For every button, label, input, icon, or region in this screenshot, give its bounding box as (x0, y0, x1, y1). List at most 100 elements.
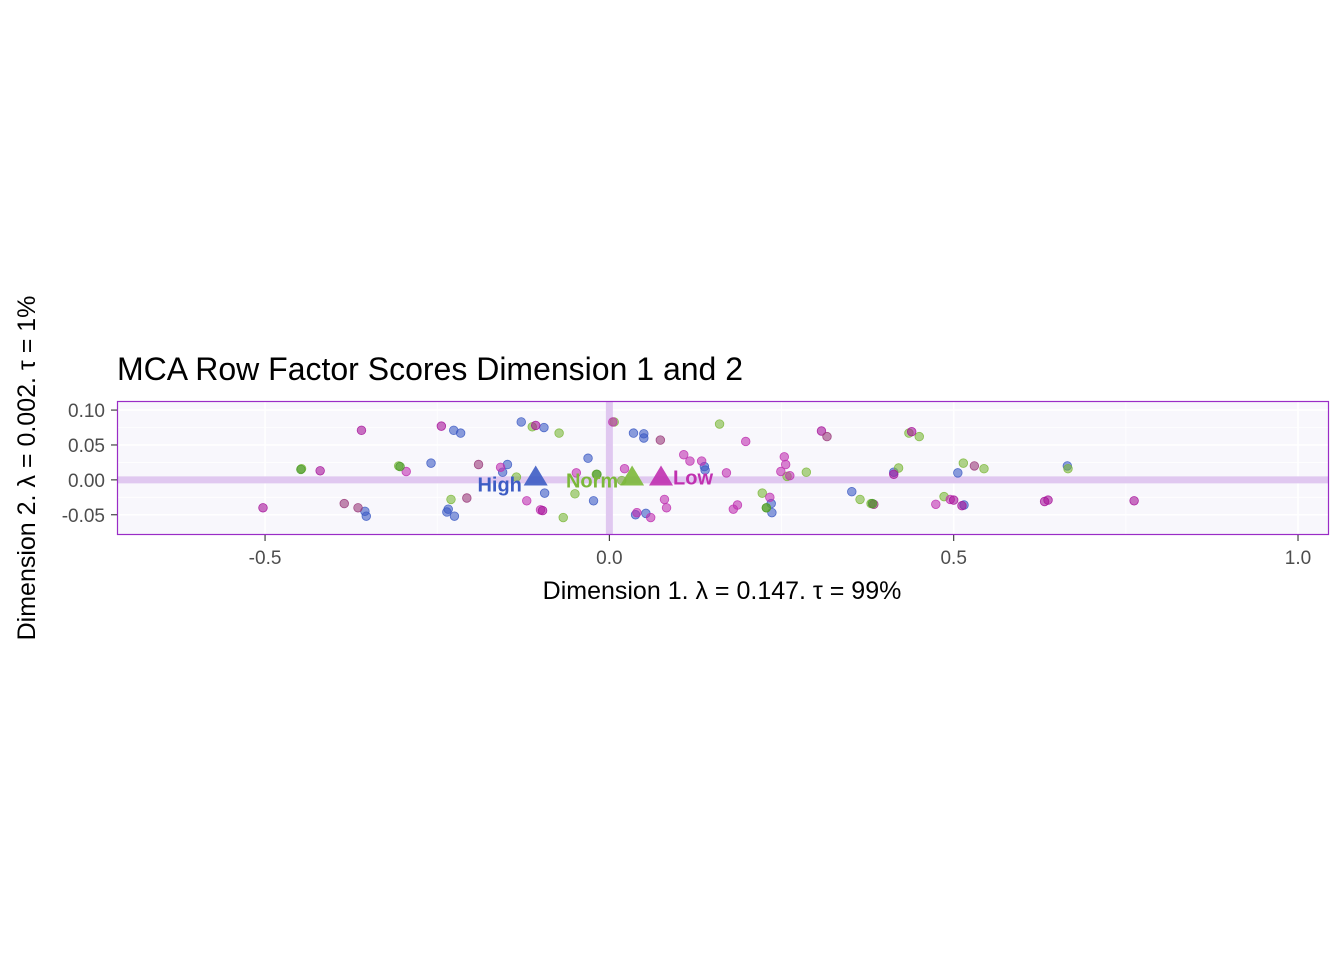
point-low-dark (957, 500, 967, 511)
grid-lines (117, 401, 1329, 535)
point-low-dark (948, 495, 959, 505)
mean-label-low: Low (673, 467, 713, 489)
x-tick-label: 0.5 (940, 548, 966, 569)
point-norm-dark (395, 461, 405, 472)
mean-marker-norm (620, 465, 645, 486)
point-low (619, 463, 630, 474)
point-low-dark (889, 469, 899, 479)
point-mixed (462, 493, 472, 503)
chart-title: MCA Row Factor Scores Dimension 1 and 2 (117, 351, 743, 387)
point-low (685, 456, 695, 466)
point-high (361, 511, 371, 521)
y-tick-label: -0.05 (62, 506, 105, 527)
point-high (449, 511, 460, 521)
point-low (571, 468, 582, 478)
point-high (588, 496, 599, 506)
y-axis-ticks: 0.10 0.05 0.00 -0.05 (62, 401, 117, 527)
y-tick-label: 0.00 (68, 471, 105, 492)
point-high (583, 453, 593, 463)
point-low (495, 462, 506, 473)
data-points (258, 417, 1139, 523)
point-low (661, 503, 672, 513)
point-high (700, 465, 710, 475)
point-low (679, 450, 689, 460)
point-mixed (339, 498, 349, 509)
point-low (765, 492, 775, 503)
point-low-dark (356, 425, 367, 436)
point-norm (757, 488, 767, 498)
point-norm (558, 512, 568, 523)
point-norm (801, 467, 812, 477)
group-means: High Norm Low (477, 465, 713, 496)
point-low (780, 459, 791, 470)
point-low (931, 499, 941, 509)
point-low (721, 468, 732, 478)
point-low-dark (1043, 495, 1053, 505)
point-high (539, 488, 550, 498)
point-norm (446, 494, 456, 505)
point-high (953, 468, 963, 478)
y-tick-label: 0.05 (68, 436, 105, 457)
point-mixed (473, 459, 484, 470)
mean-label-norm: Norm (566, 470, 618, 492)
point-low-dark (315, 466, 325, 476)
point-norm (914, 431, 924, 442)
point-high (426, 458, 436, 468)
point-high (455, 428, 466, 438)
point-mixed (969, 461, 980, 471)
point-low (741, 436, 751, 447)
point-low (522, 496, 532, 506)
point-low (659, 494, 670, 505)
point-low-dark (530, 420, 541, 431)
point-high (847, 487, 857, 497)
mean-marker-high (523, 465, 548, 486)
point-low-dark (906, 427, 917, 437)
point-high (539, 422, 549, 433)
point-low (732, 500, 743, 510)
point-high (516, 417, 526, 427)
point-norm (893, 463, 904, 473)
point-norm (554, 428, 564, 438)
point-low-dark (436, 421, 447, 431)
point-low-dark (537, 505, 548, 516)
point-norm-dark (592, 469, 602, 479)
point-norm-dark (761, 503, 772, 513)
point-mixed (822, 431, 832, 442)
point-norm (1063, 463, 1073, 474)
point-norm (958, 458, 969, 468)
point-low (632, 507, 642, 518)
point-norm (714, 419, 725, 429)
point-high (628, 428, 639, 438)
point-low (779, 452, 789, 462)
mean-label-high: High (477, 474, 521, 496)
x-tick-label: 0.0 (596, 548, 622, 569)
point-norm-dark (296, 464, 306, 475)
x-axis-ticks: -0.5 0.0 0.5 1.0 (249, 535, 1311, 569)
point-low-dark (258, 503, 268, 513)
point-low (401, 466, 411, 477)
y-axis-title: Dimension 2. λ = 0.002. τ = 1% (13, 296, 41, 641)
point-low-dark (816, 426, 827, 436)
mean-marker-low (649, 465, 674, 486)
point-norm (511, 472, 522, 482)
point-norm (855, 494, 865, 505)
point-high (639, 433, 649, 443)
point-high (443, 504, 453, 514)
point-low (776, 466, 786, 477)
point-low (645, 512, 656, 523)
point-mixed (353, 503, 363, 513)
x-axis-title: Dimension 1. λ = 0.147. τ = 99% (543, 577, 902, 605)
x-tick-label: -0.5 (249, 548, 282, 569)
panel-border (116, 400, 1330, 536)
point-low (785, 470, 795, 481)
y-tick-label: 0.10 (68, 401, 105, 422)
point-norm-dark (867, 498, 878, 509)
point-low (608, 417, 618, 427)
point-low-dark (1129, 496, 1139, 506)
point-low (696, 456, 707, 466)
point-mixed (655, 435, 666, 445)
point-norm (570, 489, 580, 499)
x-tick-label: 1.0 (1285, 548, 1311, 569)
